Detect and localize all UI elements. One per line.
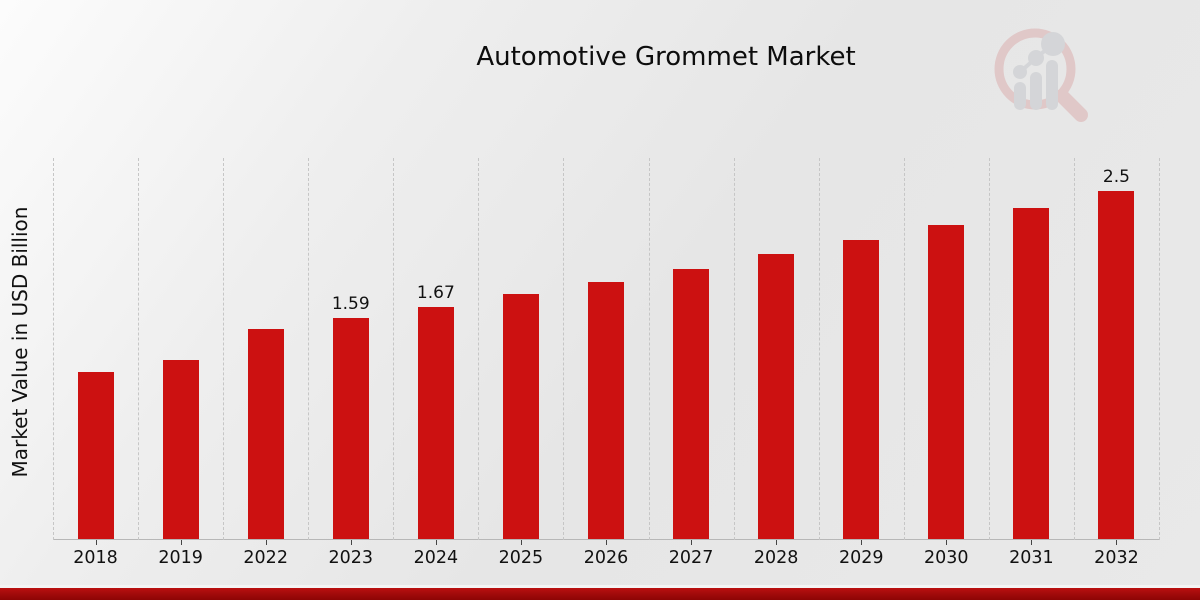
x-tick-label: 2029: [838, 548, 884, 568]
bar-2026: [588, 281, 624, 539]
x-tick: [1031, 540, 1033, 545]
gridline: [818, 158, 820, 540]
x-tick-label: 2030: [924, 548, 969, 568]
gridline: [53, 158, 54, 540]
gridline: [393, 158, 395, 540]
x-tick-label: 2024: [413, 548, 459, 568]
x-tick: [520, 540, 522, 545]
x-tick: [861, 540, 863, 545]
x-tick-label: 2023: [328, 548, 374, 568]
bar-2023: [332, 317, 369, 539]
x-tick: [606, 540, 607, 545]
x-tick-label: 2028: [753, 548, 799, 568]
bar-2022: [247, 328, 284, 539]
bar-value-label: 2.5: [1102, 167, 1130, 188]
gridline: [478, 158, 480, 540]
gridline: [648, 158, 650, 540]
gridline: [988, 158, 990, 540]
bar-2019: [162, 359, 199, 539]
bar-2032: [1098, 191, 1135, 539]
gridline: [903, 158, 905, 540]
bar-2029: [843, 239, 880, 539]
gridline: [733, 158, 735, 540]
x-tick: [946, 540, 948, 545]
bar-value-label: 1.67: [416, 282, 455, 303]
x-tick: [435, 540, 437, 545]
x-tick: [95, 540, 97, 545]
bar-2018: [77, 372, 114, 539]
bar-2030: [928, 224, 965, 539]
bar-2024: [417, 306, 454, 539]
x-tick: [1116, 540, 1118, 545]
gridline: [1073, 158, 1075, 540]
bar-2027: [673, 269, 710, 539]
x-tick-label: 2025: [498, 548, 544, 568]
gridline: [308, 158, 310, 540]
x-tick-label: 2031: [1009, 548, 1054, 568]
bar-2028: [758, 253, 795, 539]
x-axis-line: [53, 539, 1159, 540]
x-tick-label: 2032: [1094, 548, 1139, 568]
gridline: [138, 158, 140, 540]
x-tick: [180, 540, 182, 545]
x-tick: [691, 540, 693, 545]
watermark-logo-icon: [994, 28, 1088, 122]
gridline: [563, 158, 565, 540]
bottom-divider-line: [0, 585, 1200, 588]
x-tick-label: 2018: [73, 548, 118, 568]
gridline: [223, 158, 225, 540]
x-tick-label: 2026: [583, 548, 629, 568]
bar-value-label: 1.59: [331, 293, 370, 314]
plot-area: 2018 2019 2022 2023 1.59 2024 1.67 2025 2026 2027…: [53, 156, 1160, 568]
gridline: [1159, 158, 1160, 540]
x-tick-label: 2022: [243, 548, 288, 568]
bottom-accent-band: [0, 588, 1200, 600]
y-axis-label: Market Value in USD Billion: [8, 206, 32, 478]
bar-2031: [1013, 207, 1050, 539]
bar-2025: [502, 294, 539, 539]
x-tick: [265, 540, 267, 545]
x-tick: [350, 540, 352, 545]
x-tick-label: 2027: [668, 548, 714, 568]
x-tick: [776, 540, 778, 545]
x-tick-label: 2019: [158, 548, 203, 568]
chart-title: Automotive Grommet Market: [476, 42, 856, 72]
